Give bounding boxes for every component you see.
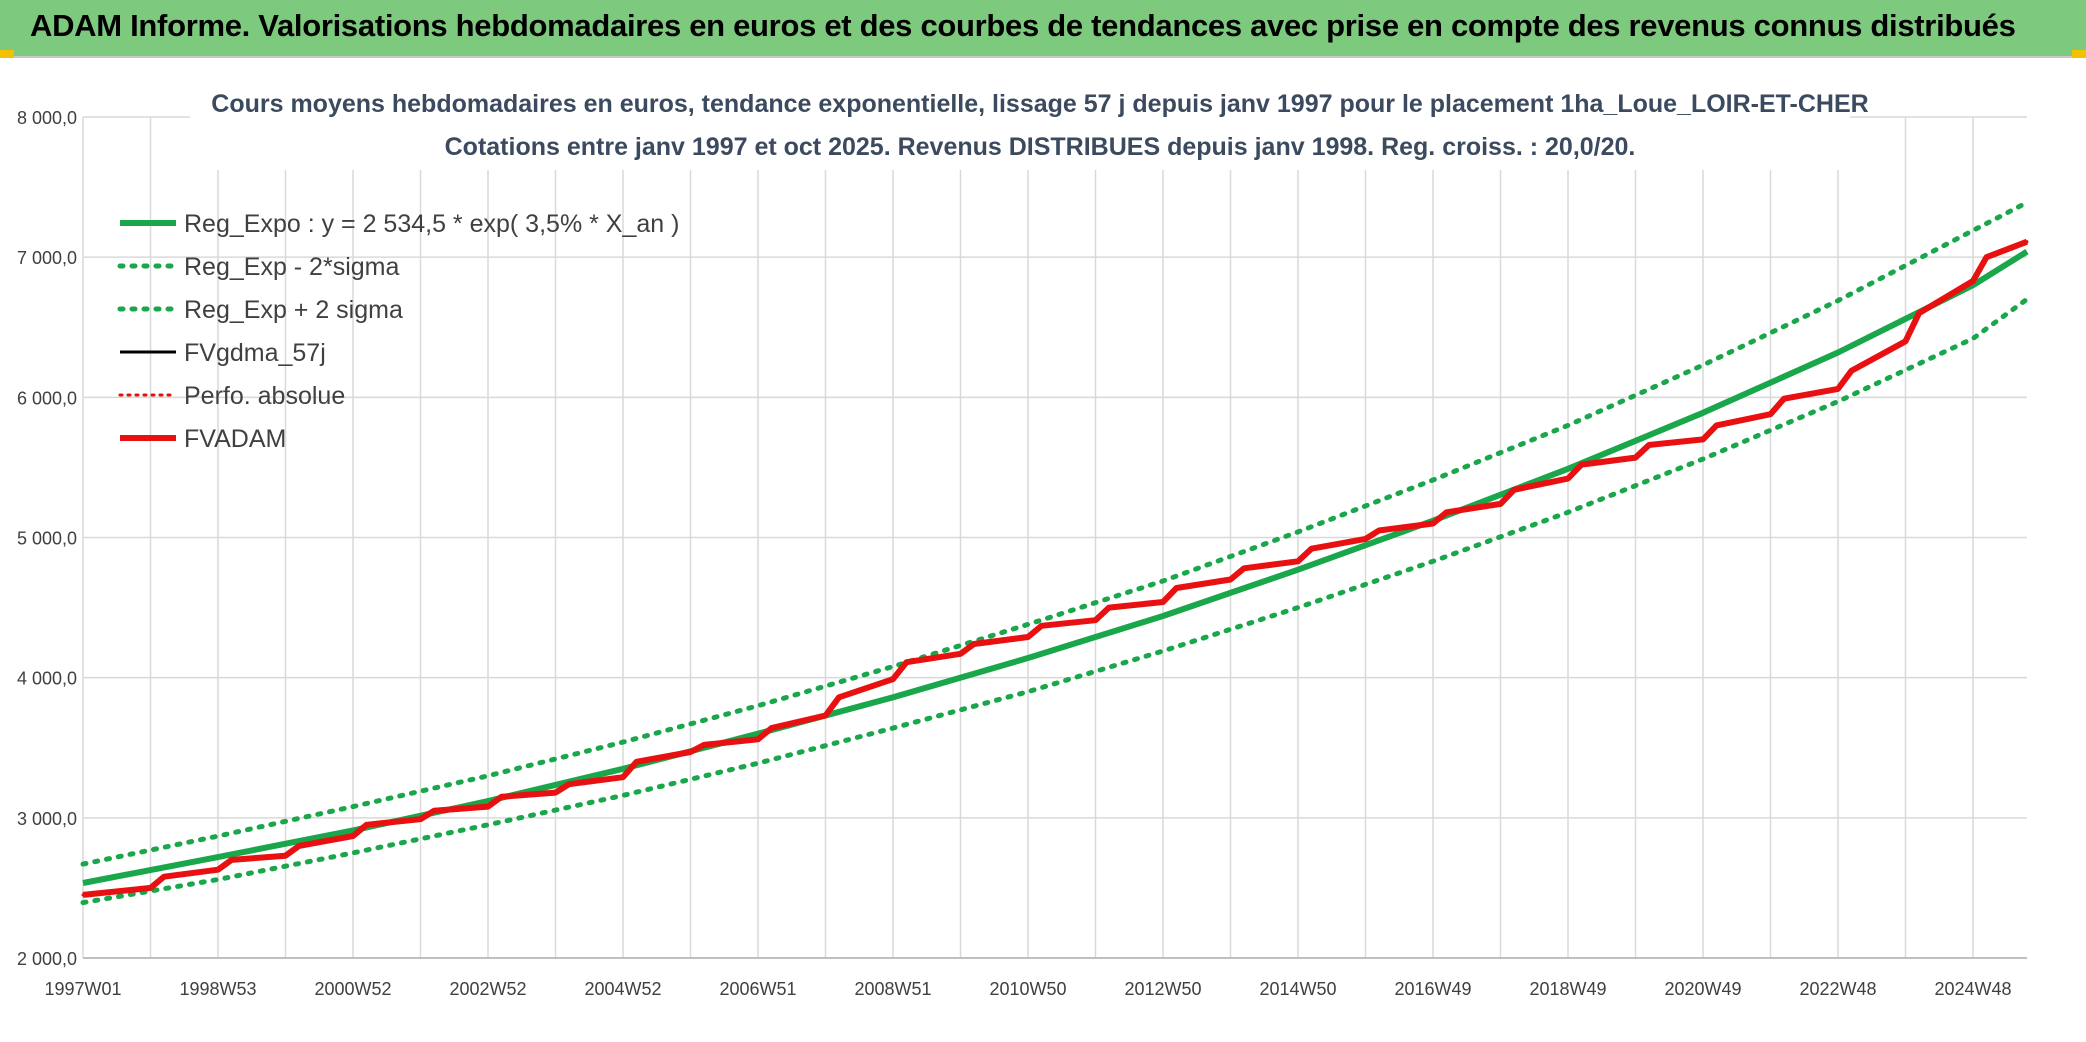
x-tick-label: 2008W51 (854, 979, 931, 999)
y-tick-label: 2 000,0 (17, 949, 77, 969)
series-layer (80, 200, 2030, 906)
series-perfo-absolue (81, 240, 2029, 897)
axes: 2 000,0 3 000,0 4 000,0 5 000,0 6 000,0 7 000… (17, 108, 2027, 999)
y-tick-label: 5 000,0 (17, 529, 77, 549)
x-tick-label: 2012W50 (1124, 979, 1201, 999)
banner: ADAM Informe. Valorisations hebdomadaire… (0, 0, 2086, 58)
x-tick-label: 2004W52 (584, 979, 661, 999)
legend: Reg_Expo : y = 2 534,5 * exp( 3,5% * X_a… (117, 210, 679, 453)
chart-background (0, 62, 2086, 1037)
x-tick-label: 2020W49 (1664, 979, 1741, 999)
x-tick-label: 2010W50 (989, 979, 1066, 999)
x-tick-label: 2018W49 (1529, 979, 1606, 999)
x-tick-label: 2024W48 (1934, 979, 2011, 999)
x-tick-label: 1998W53 (179, 979, 256, 999)
y-tick-label: 6 000,0 (17, 388, 77, 408)
legend-label: Perfo. absolue (184, 382, 345, 410)
y-tick-label: 8 000,0 (17, 108, 77, 128)
corner-marker-right (2072, 50, 2086, 58)
legend-label: Reg_Exp + 2 sigma (184, 296, 403, 324)
y-tick-label: 4 000,0 (17, 669, 77, 689)
legend-label: FVgdma_57j (184, 339, 326, 367)
chart-title-line1: Cours moyens hebdomadaires en euros, ten… (211, 90, 1868, 118)
y-tick-label: 3 000,0 (17, 809, 77, 829)
legend-label: FVADAM (184, 425, 286, 453)
x-tick-label: 2006W51 (719, 979, 796, 999)
legend-label: Reg_Expo : y = 2 534,5 * exp( 3,5% * X_a… (184, 210, 679, 238)
chart-title-line2: Cotations entre janv 1997 et oct 2025. R… (445, 133, 1636, 161)
title-background (190, 88, 1850, 170)
grid (82, 116, 2027, 959)
x-tick-label: 2002W52 (449, 979, 526, 999)
corner-marker-left (0, 50, 14, 58)
legend-label: Reg_Exp - 2*sigma (184, 253, 399, 281)
page-title: ADAM Informe. Valorisations hebdomadaire… (30, 8, 2016, 43)
x-tick-label: 1997W01 (44, 979, 121, 999)
series-reg-exp-plus-2sigma (80, 200, 2030, 867)
series-reg-exp-minus-2sigma (80, 296, 2030, 906)
chart-area: 2 000,0 3 000,0 4 000,0 5 000,0 6 000,0 7 000… (0, 62, 2086, 1037)
x-tick-label: 2014W50 (1259, 979, 1336, 999)
x-tick-label: 2016W49 (1394, 979, 1471, 999)
x-tick-label: 2022W48 (1799, 979, 1876, 999)
x-tick-label: 2000W52 (314, 979, 391, 999)
y-tick-label: 7 000,0 (17, 248, 77, 268)
line-chart: 2 000,0 3 000,0 4 000,0 5 000,0 6 000,0 7 000… (0, 62, 2086, 1037)
